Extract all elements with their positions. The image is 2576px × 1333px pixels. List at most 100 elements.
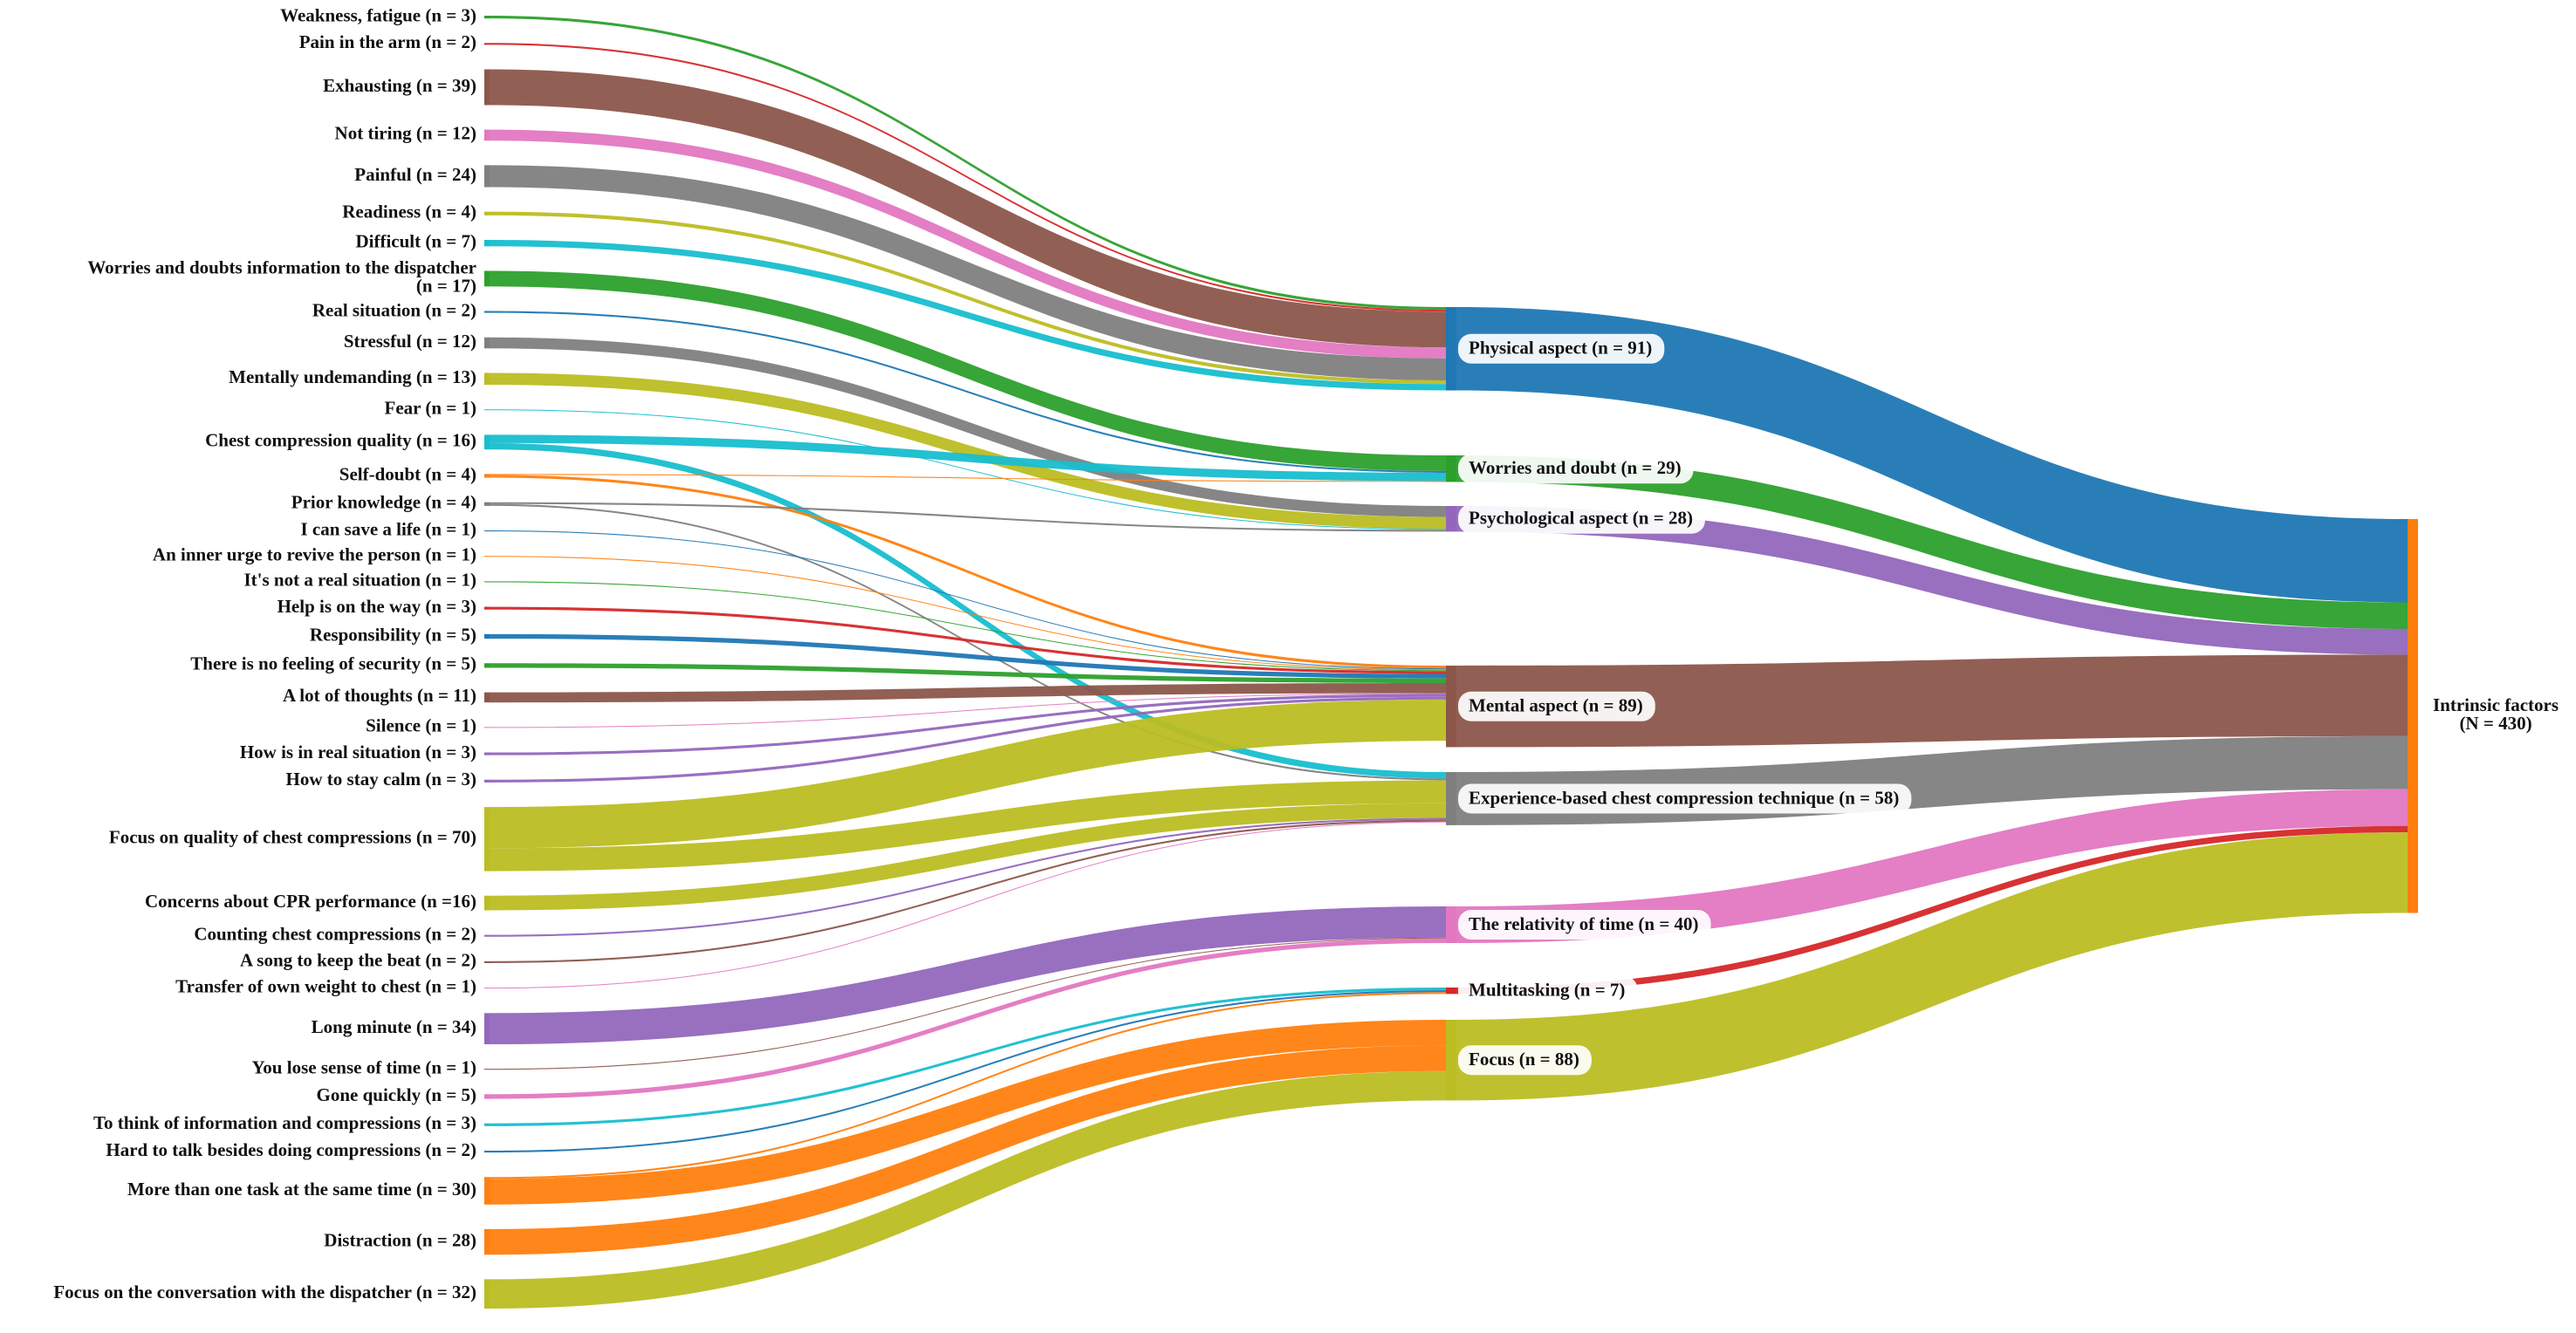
source-label: Pain in the arm (n = 2) xyxy=(299,31,476,52)
node xyxy=(1446,307,1456,391)
link xyxy=(490,409,1446,530)
node xyxy=(484,530,490,532)
link xyxy=(490,475,1446,669)
link xyxy=(490,474,1446,482)
node xyxy=(484,69,490,106)
link xyxy=(1456,307,2408,603)
node xyxy=(484,434,490,450)
category-label: Physical aspect (n = 91) xyxy=(1469,338,1652,359)
node xyxy=(484,581,490,583)
source-label: Exhausting (n = 39) xyxy=(323,75,476,96)
label-box xyxy=(1458,333,1665,364)
node xyxy=(484,1069,490,1070)
source-label: Fear (n = 1) xyxy=(385,398,476,419)
label-box xyxy=(1458,1045,1592,1076)
link xyxy=(1456,506,2408,655)
node xyxy=(484,311,490,313)
link xyxy=(490,240,1446,391)
source-label: It's not a real situation (n = 1) xyxy=(243,570,476,591)
node xyxy=(484,502,490,506)
source-label: I can save a life (n = 1) xyxy=(300,518,476,539)
link xyxy=(490,992,1446,1179)
node xyxy=(484,663,490,668)
node xyxy=(484,692,490,703)
link xyxy=(490,990,1446,1153)
source-label: Self-doubt (n = 4) xyxy=(339,463,476,484)
link xyxy=(490,817,1446,937)
link xyxy=(490,694,1446,755)
node xyxy=(484,633,490,639)
link xyxy=(1456,654,2408,748)
link xyxy=(490,129,1446,359)
source-label: Transfer of own weight to chest (n = 1) xyxy=(175,975,476,996)
source-label: Chest compression quality (n = 16) xyxy=(205,430,476,451)
node xyxy=(484,895,490,911)
source-label: Silence (n = 1) xyxy=(366,715,476,736)
link xyxy=(490,211,1446,385)
link xyxy=(490,373,1446,530)
source-label: Mentally undemanding (n = 13) xyxy=(229,366,476,387)
source-label: (n = 17) xyxy=(416,276,476,297)
node xyxy=(484,960,490,963)
node xyxy=(484,1013,490,1045)
source-label: There is no feeling of security (n = 5) xyxy=(190,653,476,674)
label-box xyxy=(1458,503,1705,534)
source-label: How is in real situation (n = 3) xyxy=(240,742,476,762)
category-label: Mental aspect (n = 89) xyxy=(1469,695,1643,716)
label-box xyxy=(1458,910,1711,940)
source-label: Worries and doubts information to the di… xyxy=(87,257,476,278)
link xyxy=(490,699,1446,849)
source-label: How to stay calm (n = 3) xyxy=(286,769,476,790)
nodes xyxy=(484,16,2418,1309)
link xyxy=(1456,825,2408,995)
label-box xyxy=(1458,975,1638,1006)
link xyxy=(490,906,1446,1045)
category-label: Psychological aspect (n = 28) xyxy=(1469,508,1693,529)
link xyxy=(1456,455,2408,629)
category-label: The relativity of time (n = 40) xyxy=(1469,913,1699,934)
link xyxy=(490,165,1446,380)
source-label: Help is on the way (n = 3) xyxy=(277,596,476,617)
link xyxy=(490,581,1446,672)
target-label: (N = 430) xyxy=(2459,713,2531,734)
node xyxy=(484,240,490,247)
link xyxy=(490,1045,1446,1255)
source-label: Long minute (n = 34) xyxy=(312,1016,476,1037)
link xyxy=(490,270,1446,471)
node xyxy=(484,1123,490,1126)
link xyxy=(490,502,1446,532)
link xyxy=(490,821,1446,989)
node xyxy=(484,129,490,141)
link xyxy=(490,442,1446,779)
link xyxy=(490,16,1446,311)
source-label: Difficult (n = 7) xyxy=(355,230,476,251)
source-label: Real situation (n = 2) xyxy=(312,299,476,320)
source-label: Counting chest compressions (n = 2) xyxy=(194,924,476,945)
source-label: A song to keep the beat (n = 2) xyxy=(240,950,476,971)
link xyxy=(490,696,1446,783)
link xyxy=(490,633,1446,679)
node xyxy=(1446,666,1456,748)
label-box xyxy=(1458,454,1694,484)
node xyxy=(484,606,490,610)
node xyxy=(1446,988,1456,995)
node xyxy=(484,43,490,45)
node xyxy=(484,373,490,386)
link xyxy=(490,780,1446,872)
link xyxy=(490,434,1446,482)
link xyxy=(1456,832,2408,1101)
link xyxy=(490,988,1446,1126)
node xyxy=(484,1228,490,1255)
link xyxy=(490,693,1446,728)
source-label: You lose sense of time (n = 1) xyxy=(251,1056,476,1077)
target-label: Intrinsic factors xyxy=(2433,694,2559,715)
category-label: Worries and doubt (n = 29) xyxy=(1469,457,1682,478)
link xyxy=(490,819,1446,963)
link xyxy=(490,663,1446,683)
link xyxy=(490,938,1446,1099)
link xyxy=(490,503,1446,781)
node xyxy=(484,16,490,19)
label-box xyxy=(1458,783,1912,814)
node xyxy=(484,270,490,287)
source-label: Distraction (n = 28) xyxy=(324,1229,476,1250)
